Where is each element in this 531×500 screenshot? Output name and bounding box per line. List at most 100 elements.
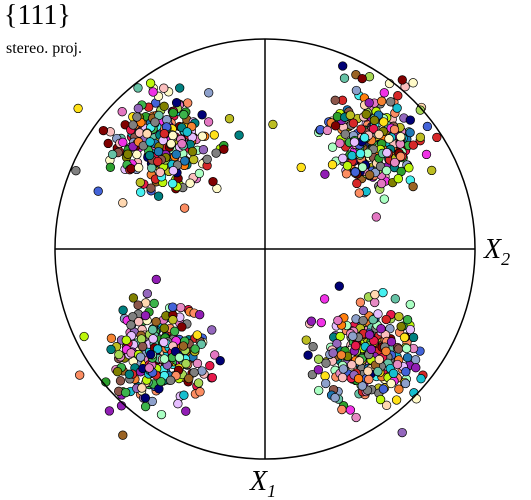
scatter-point <box>338 364 349 374</box>
scatter-point <box>347 151 357 161</box>
scatter-point <box>159 354 170 364</box>
scatter-point <box>203 117 214 127</box>
scatter-point <box>140 401 151 412</box>
scatter-point <box>133 300 143 310</box>
scatter-point <box>135 352 146 362</box>
scatter-point <box>149 298 159 309</box>
scatter-point <box>174 352 185 363</box>
scatter-point <box>151 317 161 327</box>
scatter-point <box>342 161 353 171</box>
scatter-point <box>394 384 404 394</box>
scatter-point <box>179 390 189 400</box>
scatter-point <box>138 341 148 352</box>
scatter-point <box>402 352 413 363</box>
scatter-point <box>166 139 176 149</box>
scatter-point <box>353 374 364 384</box>
scatter-point <box>405 115 415 125</box>
scatter-point <box>379 88 389 98</box>
scatter-point <box>390 294 400 304</box>
scatter-point <box>401 343 412 354</box>
scatter-point <box>106 344 116 355</box>
scatter-point <box>327 160 338 170</box>
scatter-point <box>148 334 158 344</box>
scatter-point <box>376 178 387 189</box>
scatter-point <box>192 358 203 369</box>
scatter-point <box>338 153 348 163</box>
scatter-point <box>358 315 368 326</box>
scatter-point <box>416 374 426 384</box>
scatter-point <box>411 394 422 404</box>
scatter-point <box>234 130 244 140</box>
scatter-point <box>136 187 146 197</box>
scatter-point <box>316 317 326 328</box>
scatter-point <box>371 212 381 222</box>
scatter-point <box>135 177 145 188</box>
scatter-point <box>396 321 406 332</box>
scatter-point <box>369 115 380 125</box>
scatter-point <box>307 369 318 380</box>
scatter-point <box>421 149 432 160</box>
scatter-point <box>134 163 144 173</box>
scatter-point <box>365 170 375 180</box>
scatter-point <box>375 394 386 405</box>
scatter-point <box>205 361 215 371</box>
scatter-point <box>296 162 306 173</box>
scatter-point <box>118 430 128 440</box>
scatter-point <box>134 317 144 327</box>
scatter-point <box>408 140 418 150</box>
scatter-point <box>408 78 418 88</box>
scatter-point <box>341 169 352 179</box>
scatter-point <box>390 157 400 168</box>
scatter-point <box>379 194 389 204</box>
scatter-point <box>337 404 347 415</box>
scatter-point <box>173 399 183 409</box>
scatter-point <box>178 341 189 351</box>
scatter-point <box>153 146 164 157</box>
scatter-point <box>124 369 135 379</box>
scatter-point <box>195 387 205 397</box>
scatter-point <box>402 315 413 325</box>
scatter-point <box>361 109 371 119</box>
figure-subtitle: stereo. proj. <box>6 40 82 57</box>
scatter-point <box>181 406 191 416</box>
scatter-point <box>321 358 331 368</box>
scatter-point <box>153 344 163 354</box>
scatter-point <box>352 178 362 189</box>
scatter-point <box>386 97 396 107</box>
scatter-point <box>121 387 131 398</box>
scatter-point <box>145 78 156 88</box>
scatter-point <box>166 375 176 385</box>
scatter-point <box>355 148 366 159</box>
scatter-point <box>321 378 331 389</box>
scatter-point <box>332 339 342 349</box>
scatter-point <box>354 188 364 198</box>
scatter-point <box>411 363 421 373</box>
scatter-point <box>320 169 330 179</box>
scatter-point <box>153 156 163 167</box>
scatter-point <box>405 127 415 138</box>
scatter-point <box>351 412 361 423</box>
scatter-point <box>392 359 403 370</box>
scatter-point <box>381 314 391 325</box>
scatter-point <box>197 110 207 120</box>
scatter-point <box>395 151 406 162</box>
scatter-point <box>133 83 143 93</box>
scatter-point <box>322 125 333 136</box>
scatter-point <box>133 103 143 114</box>
scatter-point <box>104 406 115 416</box>
scatter-point <box>175 83 185 93</box>
scatter-point <box>393 344 404 354</box>
scatter-point <box>396 132 406 142</box>
scatter-point <box>159 323 169 333</box>
scatter-point <box>405 299 415 310</box>
scatter-point <box>345 110 355 120</box>
scatter-point <box>137 383 147 393</box>
scatter-point <box>144 363 154 373</box>
scatter-point <box>388 368 399 379</box>
scatter-point <box>183 98 193 108</box>
scatter-point <box>207 325 217 335</box>
scatter-point <box>427 165 437 176</box>
scatter-point <box>189 154 199 165</box>
